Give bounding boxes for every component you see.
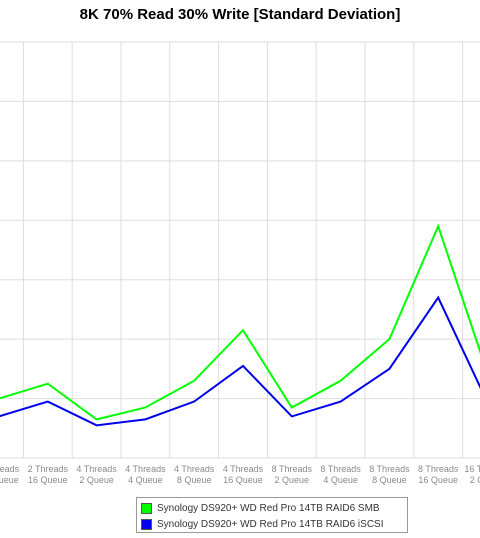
- legend-label-iscsi: Synology DS920+ WD Red Pro 14TB RAID6 iS…: [157, 518, 384, 530]
- x-tick-label: 2 Threads 16 Queue: [28, 464, 69, 485]
- x-tick-label: 8 Threads 8 Queue: [369, 464, 410, 485]
- x-tick-label: 8 Threads 2 Queue: [272, 464, 313, 485]
- x-tick-label: 4 Threads 16 Queue: [223, 464, 264, 485]
- x-tick-label: 4 Threads 8 Queue: [174, 464, 215, 485]
- legend-swatch-smb: [141, 502, 152, 514]
- legend: Synology DS920+ WD Red Pro 14TB RAID6 SM…: [136, 497, 408, 533]
- x-tick-label: 8 Threads 4 Queue: [320, 464, 361, 485]
- gridlines: [0, 41, 480, 459]
- x-tick-label: 8 Threads 16 Queue: [418, 464, 459, 485]
- x-tick-label: 4 Threads 2 Queue: [76, 464, 117, 485]
- chart-title: 8K 70% Read 30% Write [Standard Deviatio…: [79, 6, 401, 23]
- legend-item-smb[interactable]: Synology DS920+ WD Red Pro 14TB RAID6 SM…: [141, 500, 403, 516]
- series-line-smb[interactable]: [0, 223, 480, 421]
- series-lines: [0, 223, 480, 427]
- series-line-iscsi[interactable]: [0, 295, 480, 427]
- legend-swatch-iscsi: [141, 518, 152, 530]
- legend-item-iscsi[interactable]: Synology DS920+ WD Red Pro 14TB RAID6 iS…: [141, 516, 403, 532]
- x-tick-label: 4 Threads 4 Queue: [125, 464, 166, 485]
- legend-label-smb: Synology DS920+ WD Red Pro 14TB RAID6 SM…: [157, 502, 380, 514]
